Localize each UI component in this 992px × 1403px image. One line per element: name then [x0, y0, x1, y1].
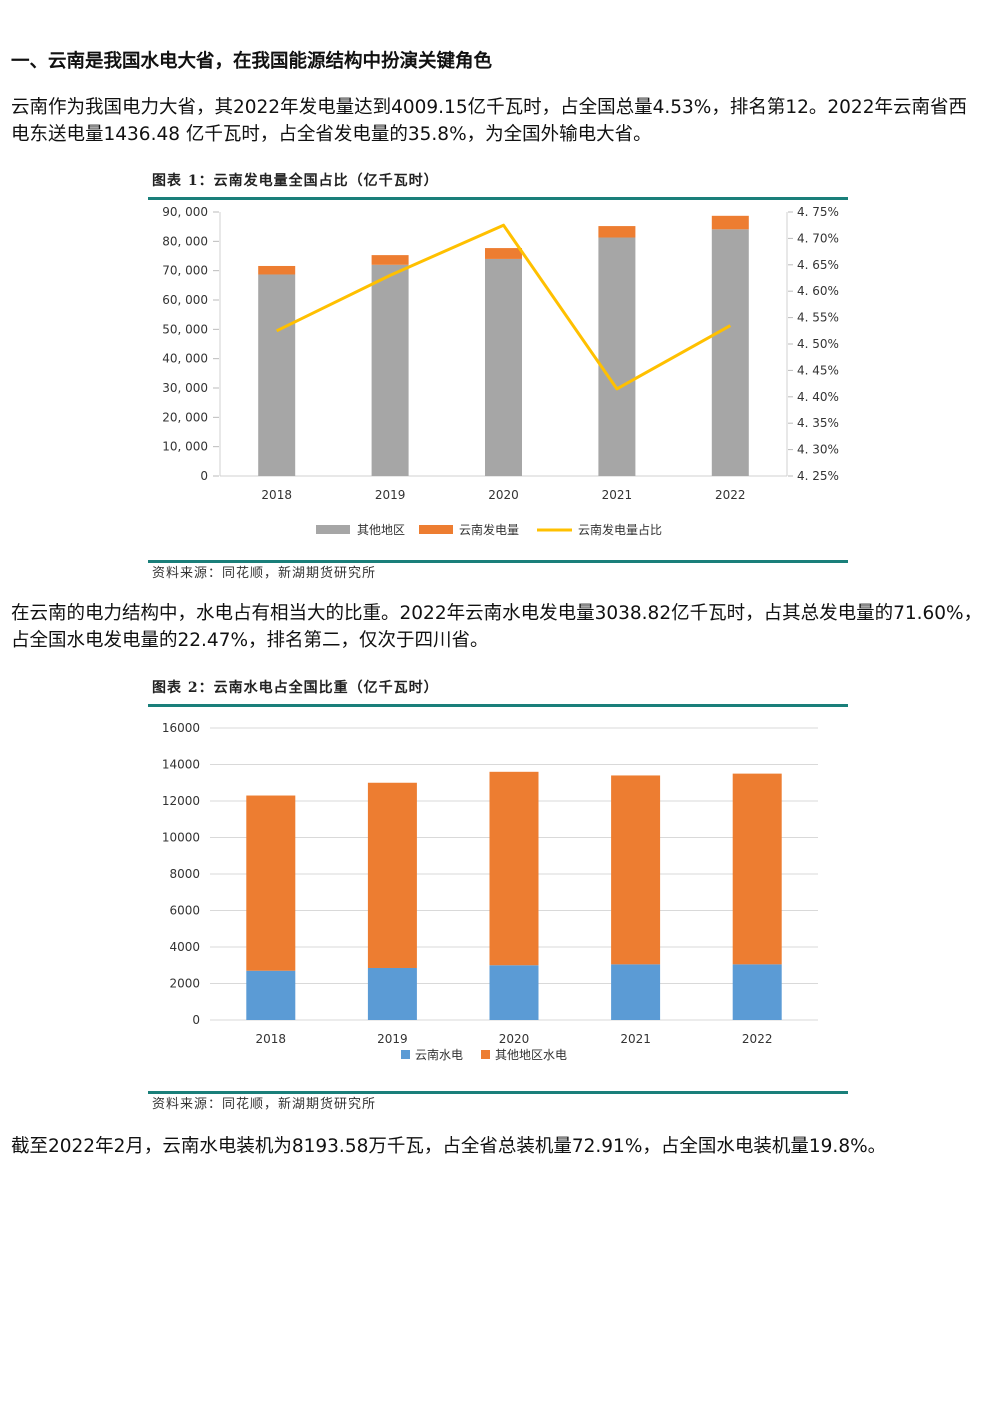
legend-swatch-yunnan-hydropower: [401, 1050, 410, 1059]
bar-other-regions-hydropower: [611, 775, 661, 965]
right-axis-tick-label: 4. 50%: [797, 337, 839, 351]
figure2-bottom-rule: [148, 1091, 848, 1094]
right-axis-tick-label: 4. 75%: [797, 205, 839, 219]
bar-yunnan-generation: [485, 248, 522, 259]
left-axis-tick-label: 50, 000: [162, 322, 208, 336]
y-axis-tick-label: 8000: [169, 867, 200, 881]
bar-other-regions-hydropower: [732, 773, 782, 965]
figure1-source: 资料来源：同花顺，新湖期货研究所: [152, 566, 377, 581]
y-axis-tick-label: 10000: [162, 831, 200, 845]
legend-label-yunnan-share: 云南发电量占比: [578, 522, 662, 537]
left-axis-tick-label: 70, 000: [162, 264, 208, 278]
bar-yunnan-generation: [371, 255, 409, 265]
right-axis-tick-label: 4. 35%: [797, 416, 839, 430]
right-axis-tick-label: 4. 70%: [797, 231, 839, 245]
left-axis-tick-label: 40, 000: [162, 352, 208, 366]
left-axis-tick-label: 90, 000: [162, 205, 208, 219]
left-axis-tick-label: 80, 000: [162, 234, 208, 248]
bar-other-regions: [598, 237, 636, 476]
y-axis-tick-label: 6000: [169, 904, 200, 918]
legend-swatch-other-regions: [316, 525, 350, 534]
legend-swatch-yunnan-generation: [419, 525, 453, 534]
figure1-bottom-rule: [148, 560, 848, 563]
x-axis-tick-label: 2022: [742, 1032, 773, 1046]
right-axis-tick-label: 4. 45%: [797, 363, 839, 377]
figure2-title: 图表 2：云南水电占全国比重（亿千瓦时）: [152, 680, 439, 696]
bar-other-regions: [485, 258, 522, 476]
bar-yunnan-generation: [598, 226, 636, 238]
left-axis-tick-label: 60, 000: [162, 293, 208, 307]
right-axis-tick-label: 4. 55%: [797, 311, 839, 325]
section-heading: 一、云南是我国水电大省，在我国能源结构中扮演关键角色: [11, 51, 493, 72]
line-yunnan-share: [276, 223, 732, 391]
y-axis-tick-label: 14000: [162, 758, 200, 772]
bar-other-regions: [371, 264, 409, 476]
right-axis-tick-label: 4. 65%: [797, 258, 839, 272]
x-axis-tick-label: 2019: [377, 1032, 408, 1046]
bar-other-regions-hydropower: [367, 782, 417, 968]
x-axis-tick-label: 2018: [256, 1032, 287, 1046]
bar-yunnan-hydropower: [246, 970, 296, 1020]
x-axis-tick-label: 2019: [375, 488, 406, 502]
figure2-top-rule: [148, 704, 848, 707]
y-axis-tick-label: 16000: [162, 721, 200, 735]
legend-label-other-regions-hydropower: 其他地区水电: [495, 1048, 567, 1062]
bar-yunnan-hydropower: [611, 964, 661, 1020]
paragraph-power-generation: 云南作为我国电力大省，其2022年发电量达到4009.15亿千瓦时，占全国总量4…: [11, 97, 967, 145]
bar-yunnan-generation: [258, 265, 296, 275]
legend-label-yunnan-hydropower: 云南水电: [415, 1047, 463, 1062]
paragraph-installed-capacity: 截至2022年2月，云南水电装机为8193.58万千瓦，占全省总装机量72.91…: [11, 1136, 887, 1157]
y-axis-tick-label: 0: [192, 1013, 200, 1027]
x-axis-tick-label: 2021: [620, 1032, 651, 1046]
left-axis-tick-label: 0: [200, 469, 208, 483]
legend-label-yunnan-generation: 云南发电量: [459, 522, 519, 537]
bar-yunnan-generation: [711, 215, 749, 230]
x-axis-tick-label: 2021: [602, 488, 633, 502]
x-axis-tick-label: 2018: [261, 488, 292, 502]
legend-label-other-regions: 其他地区: [357, 523, 405, 537]
bar-yunnan-hydropower: [489, 965, 539, 1020]
left-axis-tick-label: 10, 000: [162, 440, 208, 454]
bar-other-regions: [258, 274, 296, 476]
right-axis-tick-label: 4. 25%: [797, 469, 839, 483]
x-axis-tick-label: 2020: [499, 1032, 530, 1046]
bar-yunnan-hydropower: [367, 967, 417, 1020]
paragraph-hydropower-structure: 在云南的电力结构中，水电占有相当大的比重。2022年云南水电发电量3038.82…: [11, 603, 983, 651]
left-axis-tick-label: 20, 000: [162, 410, 208, 424]
legend-swatch-other-regions-hydropower: [481, 1050, 490, 1059]
figure2-source: 资料来源：同花顺，新湖期货研究所: [152, 1097, 377, 1112]
x-axis-tick-label: 2020: [488, 488, 519, 502]
y-axis-tick-label: 2000: [169, 977, 200, 991]
bar-yunnan-hydropower: [732, 964, 782, 1020]
bar-other-regions: [711, 229, 749, 476]
bar-other-regions-hydropower: [489, 771, 539, 966]
y-axis-tick-label: 12000: [162, 794, 200, 808]
left-axis-tick-label: 30, 000: [162, 381, 208, 395]
figure1-title: 图表 1：云南发电量全国占比（亿千瓦时）: [152, 173, 439, 189]
right-axis-tick-label: 4. 40%: [797, 390, 839, 404]
right-axis-tick-label: 4. 60%: [797, 284, 839, 298]
bar-other-regions-hydropower: [246, 795, 296, 971]
figure1-top-rule: [148, 197, 848, 200]
y-axis-tick-label: 4000: [169, 940, 200, 954]
right-axis-tick-label: 4. 30%: [797, 443, 839, 457]
x-axis-tick-label: 2022: [715, 488, 746, 502]
